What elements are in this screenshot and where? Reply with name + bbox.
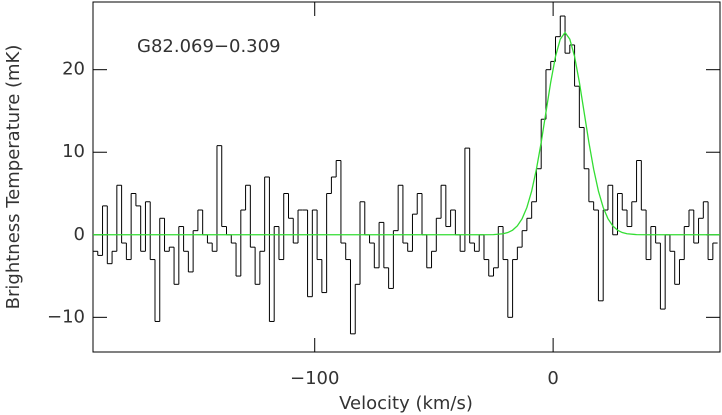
annotation: G82.069−0.309	[137, 36, 281, 57]
x-tick-label: 0	[547, 368, 558, 389]
y-tick-label: −10	[47, 306, 85, 327]
y-tick-label: 10	[62, 141, 85, 162]
plot-frame	[92, 1, 721, 353]
y-axis-label: Brightness Temperature (mK)	[3, 45, 24, 310]
x-axis-label: Velocity (km/s)	[339, 393, 473, 414]
fit-line	[93, 31, 720, 236]
y-tick-label: 0	[74, 224, 85, 245]
y-tick-label: 20	[62, 59, 85, 80]
x-tick-label: −100	[290, 368, 339, 389]
